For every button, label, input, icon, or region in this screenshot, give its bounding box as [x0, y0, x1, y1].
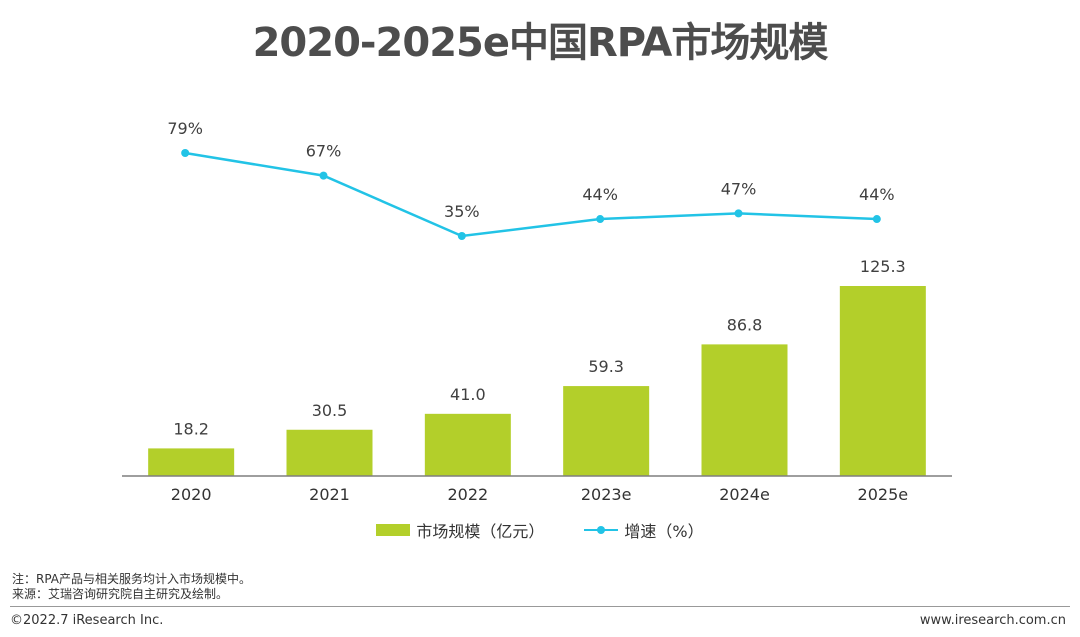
growth-point-2023e: [596, 215, 605, 224]
growth-point-2022: [457, 232, 466, 240]
bar-value-label: 125.3: [860, 257, 906, 276]
source-line: 来源：艾瑞咨询研究院自主研究及绘制。: [12, 587, 229, 601]
bar-value-label: 18.2: [173, 419, 209, 438]
legend-label-market-size: 市场规模（亿元）: [416, 522, 545, 541]
bar-value-label: 86.8: [727, 315, 763, 334]
growth-line: [184, 151, 877, 238]
footer-website: www.iresearch.com.cn: [919, 613, 1066, 628]
x-tick-label: 2022: [447, 485, 488, 504]
x-tick-label: 2024e: [719, 485, 770, 504]
bar-value-label: 59.3: [588, 357, 624, 376]
bar-2024e: [701, 344, 788, 476]
growth-point-2024e: [734, 209, 743, 218]
legend-item-growth: 增速（%）: [584, 518, 704, 542]
growth-point-2021: [319, 171, 328, 180]
x-tick-label: 2025e: [858, 485, 909, 504]
note-line: 注：RPA产品与相关服务均计入市场规模中。: [12, 572, 252, 586]
bar-value-label: 41.0: [450, 385, 486, 404]
bar-2020: [148, 448, 235, 476]
legend: 市场规模（亿元） 增速（%）: [0, 518, 1080, 542]
growth-value-label: 79%: [167, 119, 203, 138]
chart-title: 2020-2025e中国RPA市场规模: [252, 20, 829, 66]
legend-label-growth: 增速（%）: [624, 522, 704, 541]
growth-point-2020: [181, 149, 190, 157]
x-tick-label: 2023e: [581, 485, 632, 504]
bar-2021: [286, 429, 373, 476]
notes: 注：RPA产品与相关服务均计入市场规模中。 来源：艾瑞咨询研究院自主研究及绘制。: [12, 572, 251, 602]
growth-value-label: 44%: [582, 185, 618, 204]
growth-value-label: 47%: [721, 179, 757, 198]
legend-line-swatch: [584, 524, 619, 536]
footer-copyright: ©2022.7 iResearch Inc.: [10, 613, 164, 628]
bar-2022: [424, 413, 511, 476]
legend-item-market-size: 市场规模（亿元）: [376, 518, 544, 542]
x-tick-label: 2020: [171, 485, 212, 504]
legend-bar-swatch: [376, 524, 411, 536]
x-tick-label: 2021: [309, 485, 350, 504]
bar-2025e: [839, 286, 926, 476]
growth-value-label: 44%: [859, 185, 895, 204]
growth-value-label: 35%: [444, 202, 480, 221]
growth-point-2025e: [872, 215, 881, 224]
bar-2023e: [563, 386, 650, 476]
growth-value-label: 67%: [306, 142, 342, 161]
footer-divider: [10, 606, 1070, 607]
bar-value-label: 30.5: [312, 401, 348, 420]
